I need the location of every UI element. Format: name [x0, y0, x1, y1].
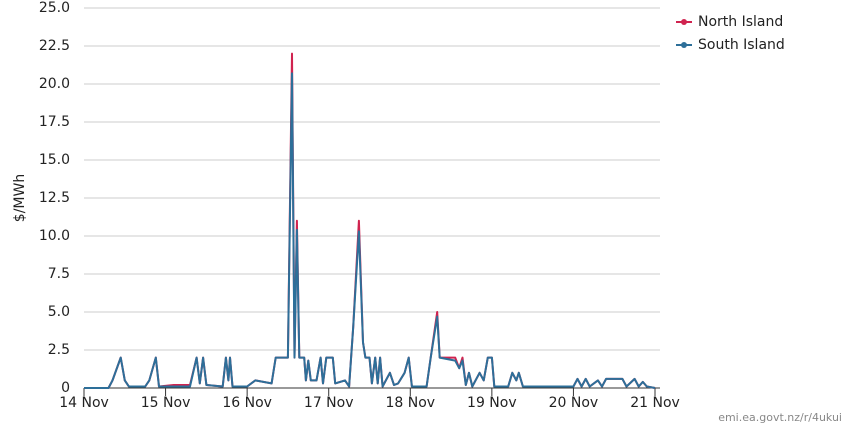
legend-label: North Island — [698, 14, 783, 30]
x-tick-label: 15 Nov — [141, 395, 191, 411]
y-tick-label: 7.5 — [48, 266, 70, 282]
y-tick-label: 12.5 — [39, 190, 70, 206]
y-tick-label: 17.5 — [39, 114, 70, 130]
y-tick-label: 25.0 — [39, 0, 70, 16]
legend-marker — [681, 19, 687, 25]
y-tick-label: 10.0 — [39, 228, 70, 244]
y-tick-label: 5.0 — [48, 304, 70, 320]
y-tick-label: 15.0 — [39, 152, 70, 168]
series-line — [84, 72, 656, 389]
y-tick-label: 2.5 — [48, 342, 70, 358]
x-tick-label: 18 Nov — [385, 395, 435, 411]
x-tick-label: 16 Nov — [222, 395, 272, 411]
y-tick-label: 20.0 — [39, 76, 70, 92]
x-tick-label: 19 Nov — [467, 395, 517, 411]
y-tick-label: 22.5 — [39, 38, 70, 54]
y-tick-label: 0 — [61, 380, 70, 396]
series-line — [84, 52, 656, 389]
legend-marker — [681, 42, 687, 48]
legend-label: South Island — [698, 37, 785, 53]
x-tick-label: 20 Nov — [549, 395, 599, 411]
y-axis-label: $/MWh — [12, 174, 28, 222]
source: emi.ea.govt.nz/r/4ukui — [718, 411, 842, 424]
x-tick-label: 21 Nov — [630, 395, 680, 411]
x-tick-label: 14 Nov — [59, 395, 109, 411]
x-tick-label: 17 Nov — [304, 395, 354, 411]
